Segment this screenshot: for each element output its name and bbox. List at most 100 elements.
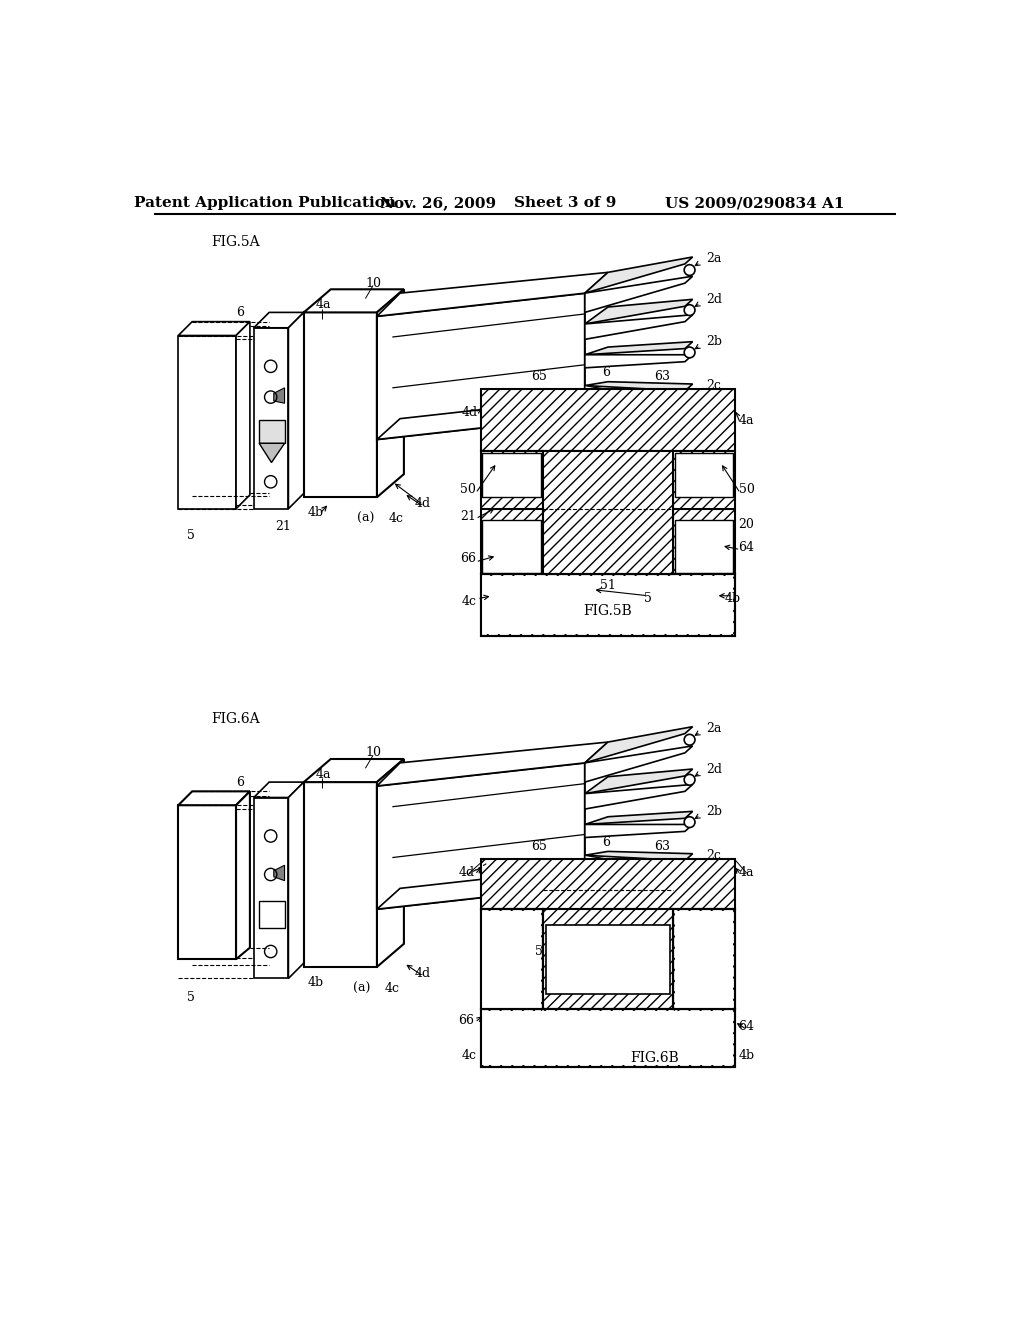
Polygon shape	[259, 902, 285, 928]
Text: Sheet 3 of 9: Sheet 3 of 9	[514, 197, 616, 210]
Polygon shape	[585, 300, 692, 323]
Text: 2d: 2d	[707, 293, 723, 306]
Text: FIG.6B: FIG.6B	[630, 1051, 679, 1065]
Text: (a): (a)	[353, 982, 371, 995]
Text: 65: 65	[530, 370, 547, 383]
Polygon shape	[481, 909, 543, 1010]
Polygon shape	[585, 276, 692, 313]
Polygon shape	[377, 742, 608, 785]
Polygon shape	[377, 763, 585, 909]
Polygon shape	[674, 909, 735, 1010]
Polygon shape	[585, 257, 692, 293]
Polygon shape	[585, 355, 692, 368]
Polygon shape	[482, 911, 541, 1007]
Text: 66: 66	[460, 552, 476, 565]
Text: 66: 66	[459, 1014, 474, 1027]
Polygon shape	[377, 396, 608, 440]
Text: FIG.5A: FIG.5A	[211, 235, 260, 248]
Text: 5: 5	[186, 529, 195, 543]
Text: 63: 63	[654, 370, 670, 383]
Polygon shape	[178, 335, 237, 508]
Text: 2d: 2d	[707, 763, 723, 776]
Circle shape	[684, 264, 695, 276]
Text: 4d: 4d	[458, 866, 474, 879]
Polygon shape	[543, 909, 674, 1010]
Polygon shape	[377, 866, 608, 909]
Polygon shape	[259, 444, 285, 462]
Text: 4b: 4b	[307, 975, 324, 989]
Text: 6: 6	[236, 776, 244, 788]
Polygon shape	[675, 520, 733, 573]
Polygon shape	[259, 420, 285, 444]
Polygon shape	[585, 385, 685, 404]
Polygon shape	[254, 327, 289, 508]
Text: 50: 50	[738, 483, 755, 496]
Text: 4c: 4c	[389, 512, 403, 525]
Polygon shape	[482, 576, 733, 635]
Polygon shape	[273, 866, 285, 880]
Polygon shape	[289, 781, 304, 978]
Polygon shape	[585, 812, 692, 825]
Polygon shape	[377, 759, 403, 966]
Polygon shape	[254, 313, 304, 327]
Text: US 2009/0290834 A1: US 2009/0290834 A1	[665, 197, 844, 210]
Text: 64: 64	[738, 1020, 755, 1034]
Text: 50: 50	[460, 483, 476, 496]
Text: 20: 20	[738, 517, 755, 531]
Polygon shape	[237, 792, 250, 960]
Text: 4c: 4c	[385, 982, 399, 995]
Text: 6: 6	[236, 306, 244, 319]
Text: 5: 5	[644, 593, 652, 606]
Text: Nov. 26, 2009: Nov. 26, 2009	[381, 197, 497, 210]
Text: 4b: 4b	[738, 1049, 755, 1063]
Polygon shape	[585, 784, 692, 809]
Text: 6: 6	[602, 836, 610, 849]
Polygon shape	[585, 825, 692, 838]
Polygon shape	[482, 520, 541, 573]
Polygon shape	[273, 388, 285, 404]
Text: 4c: 4c	[462, 594, 477, 607]
Text: 6: 6	[602, 366, 610, 379]
Text: 5: 5	[186, 991, 195, 1005]
Text: 2c: 2c	[707, 849, 721, 862]
Text: 4d: 4d	[415, 496, 431, 510]
Polygon shape	[304, 313, 377, 498]
Polygon shape	[585, 726, 692, 763]
Polygon shape	[178, 322, 250, 335]
Text: 10: 10	[366, 277, 381, 289]
Polygon shape	[481, 451, 543, 574]
Text: 21: 21	[460, 510, 476, 523]
Polygon shape	[482, 1011, 733, 1065]
Text: 51: 51	[600, 579, 615, 593]
Text: Patent Application Publication: Patent Application Publication	[134, 197, 396, 210]
Polygon shape	[377, 272, 608, 317]
Text: 2b: 2b	[707, 335, 723, 348]
Circle shape	[684, 305, 695, 315]
Polygon shape	[481, 574, 735, 636]
Polygon shape	[585, 851, 692, 861]
Polygon shape	[304, 289, 403, 313]
Polygon shape	[178, 805, 237, 960]
Text: 21: 21	[275, 520, 291, 533]
Polygon shape	[543, 451, 674, 574]
Text: 4a: 4a	[315, 298, 331, 312]
Circle shape	[684, 817, 695, 828]
Polygon shape	[481, 859, 735, 909]
Text: 4a: 4a	[738, 413, 755, 426]
Circle shape	[684, 734, 695, 744]
Text: 10: 10	[366, 746, 381, 759]
Polygon shape	[585, 342, 692, 355]
Polygon shape	[254, 797, 289, 978]
Text: 5: 5	[535, 945, 543, 958]
Polygon shape	[482, 453, 541, 498]
Polygon shape	[481, 1010, 735, 1067]
Polygon shape	[675, 453, 733, 498]
Polygon shape	[585, 314, 692, 339]
Polygon shape	[289, 313, 304, 508]
Polygon shape	[304, 759, 403, 781]
Circle shape	[684, 775, 695, 785]
Polygon shape	[178, 792, 250, 805]
Text: 2b: 2b	[707, 805, 723, 818]
Text: 4c: 4c	[462, 1049, 477, 1063]
Polygon shape	[237, 322, 250, 508]
